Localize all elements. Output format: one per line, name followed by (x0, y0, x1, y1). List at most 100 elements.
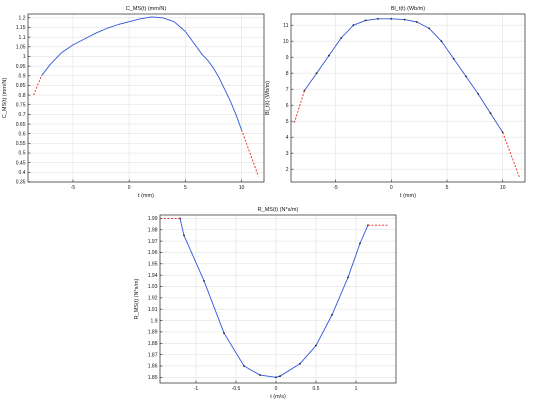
series-line (241, 129, 259, 177)
x-tick-label: 0 (128, 185, 131, 191)
x-axis-label: t (mm) (138, 193, 154, 199)
x-tick-label: 10 (500, 185, 506, 191)
series-interpolation (179, 217, 369, 379)
plot-area (291, 14, 525, 182)
series-line (502, 132, 520, 178)
data-point (340, 37, 343, 39)
y-tick-label: 0.95 (16, 64, 26, 70)
x-tick-label: 5 (184, 185, 187, 191)
data-point (477, 93, 480, 95)
data-point (390, 17, 393, 20)
series-line (41, 16, 242, 131)
y-tick-label: 0.7 (19, 112, 26, 118)
chart-rms: -1 -0.5 0 0.5 1 1.85 1.86 1.87 1.88 1.89 1.9 1.91 1.… (134, 207, 397, 400)
y-tick-label: 1.97 (148, 239, 158, 245)
y-tick-label: 1.85 (148, 375, 158, 381)
y-tick-label: 0.45 (16, 160, 26, 166)
series-interpolation (41, 16, 242, 131)
y-tick-label: 3 (286, 151, 289, 157)
y-tick-label: 1.91 (148, 307, 158, 313)
y-tick-label: 1 (23, 54, 26, 60)
y-tick-label: 1.92 (148, 296, 158, 302)
data-point (465, 75, 467, 78)
data-point (347, 276, 349, 279)
y-tick-label: 1.87 (148, 352, 158, 358)
y-tick-label: 5 (286, 119, 289, 125)
plot-frame (290, 13, 526, 183)
y-tick-label: 11 (283, 23, 288, 29)
x-tick-label: -5 (71, 185, 76, 191)
y-tick-label: 0.65 (16, 122, 26, 128)
data-point (440, 40, 443, 43)
data-point (183, 234, 185, 237)
y-tick-label: 0.75 (16, 102, 26, 108)
x-axis-label: t (mm) (400, 193, 416, 199)
y-tick-label: 1.94 (148, 273, 158, 279)
x-tick-label: -5 (333, 185, 338, 191)
chart-title: C_MS(t) (mm/N) (126, 6, 166, 12)
data-point (279, 375, 281, 378)
y-tick-label: 2 (286, 167, 289, 173)
y-tick-label: 6 (286, 103, 289, 109)
y-tick-label: 1.05 (16, 45, 26, 51)
series-extrapolation (241, 129, 259, 177)
data-point (299, 362, 301, 365)
series-line (179, 218, 369, 378)
data-point (403, 18, 406, 21)
data-point (331, 313, 333, 316)
data-point (203, 279, 205, 282)
y-axis-label: C_MS(t) (mm/N) (2, 78, 8, 118)
data-point (243, 365, 245, 367)
y-tick-label: 1.89 (148, 330, 158, 336)
y-tick-label: 1.9 (151, 318, 158, 324)
data-point (416, 21, 418, 23)
y-tick-label: 0.8 (19, 93, 26, 99)
chart-title: R_MS(t) (N*s/m) (258, 207, 299, 213)
data-point (359, 242, 361, 245)
y-tick-label: 0.35 (16, 180, 26, 186)
x-tick-label: 5 (446, 185, 449, 191)
series-extrapolation (502, 132, 520, 178)
y-tick-label: 0.85 (16, 83, 26, 89)
chart-title: Bl_t(t) (Wb/m) (391, 6, 425, 12)
x-tick-label: -0.5 (232, 386, 241, 392)
plot-frame (159, 214, 397, 384)
data-point (377, 17, 379, 20)
y-tick-label: 0.5 (19, 151, 26, 157)
plot-frame (27, 13, 265, 183)
y-tick-label: 10 (283, 39, 289, 45)
y-tick-label: 8 (286, 71, 289, 77)
x-tick-label: 1 (355, 386, 358, 392)
x-tick-label: 0 (275, 386, 278, 392)
plot-area (28, 14, 264, 182)
data-point (489, 112, 492, 115)
y-tick-label: 1.1 (19, 35, 26, 41)
data-point (428, 27, 431, 30)
y-tick-label: 1.96 (148, 250, 158, 256)
y-tick-label: 0.55 (16, 141, 26, 147)
x-tick-label: 0 (390, 185, 393, 191)
y-axis-label: Bl_t(t) (Wb/m) (265, 81, 271, 115)
y-tick-label: 1.93 (148, 284, 158, 290)
y-tick-label: 4 (286, 135, 289, 141)
y-tick-label: 0.4 (19, 170, 26, 176)
y-axis-label: R_MS(t) (N*s/m) (134, 279, 140, 320)
data-point (223, 332, 225, 334)
y-tick-label: 1.86 (148, 364, 158, 370)
y-tick-label: 1.2 (19, 16, 26, 22)
data-point (352, 24, 355, 27)
data-point (315, 72, 318, 75)
y-tick-label: 1.98 (148, 227, 158, 233)
x-tick-label: 10 (239, 185, 245, 191)
data-point (259, 374, 261, 376)
y-tick-label: 0.6 (19, 131, 26, 137)
y-tick-label: 1.88 (148, 341, 158, 347)
x-tick-label: 0.5 (313, 386, 320, 392)
data-point (327, 54, 330, 57)
y-tick-label: 0.9 (19, 73, 26, 79)
chart-blt: -5 0 5 10 2 3 4 5 6 7 8 9 10 11 Bl_t(t) (Wb/m) t (mm) Bl… (265, 6, 526, 199)
plot-area (160, 215, 396, 383)
x-axis-label: t (m/s) (270, 394, 286, 400)
y-tick-label: 9 (286, 55, 289, 61)
